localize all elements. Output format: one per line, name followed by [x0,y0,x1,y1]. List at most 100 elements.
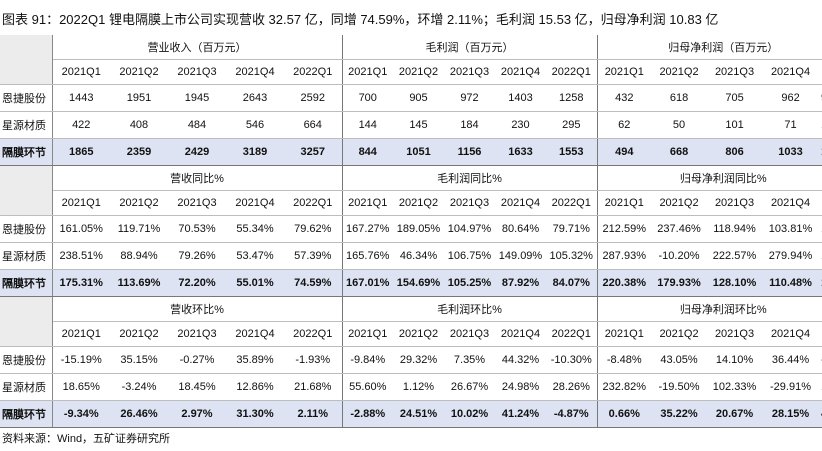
value-cell: 212.59% [597,215,652,243]
value-cell: 7.35% [444,346,495,374]
value-cell: 189.05% [393,215,444,243]
group-header: 毛利润（百万元） [342,35,598,60]
data-row: 星源材质 238.51% 88.94% 79.26% 53.47% 57.39% 165.7… [0,242,822,270]
value-cell: 1033 [762,138,820,166]
value-cell: 101 [707,111,763,139]
value-cell: 80.64% [495,215,546,243]
value-cell: 1553 [546,138,598,166]
data-table: 营业收入（百万元） 毛利润（百万元） 归母净利润（百万元） 2021Q1 2021Q2 2… [0,35,822,428]
value-cell: -9.84% [342,346,393,374]
corner-cell [0,35,53,85]
value-cell: 1945 [168,84,226,112]
quarter-header [819,321,822,347]
quarter-header: 2022Q1 [284,59,343,85]
value-cell: -10.20% [651,242,708,270]
group-header-row: 营业收入（百万元） 毛利润（百万元） 归母净利润（百万元） [0,35,822,85]
quarter-header: 2021Q4 [495,321,546,347]
value-cell: 154.69% [393,269,444,297]
quarter-header: 2021Q3 [444,59,495,85]
quarter-header: 2021Q4 [226,190,284,216]
group-header: 归母净利润同比% [597,165,822,191]
value-cell: 2643 [226,84,284,112]
value-cell: 18.65% [52,373,110,401]
value-cell: 167.01% [342,269,393,297]
group-header: 毛利润同比% [342,165,598,191]
value-cell: 1443 [52,84,110,112]
row-label: 星源材质 [0,111,53,139]
value-cell: 79.62% [284,215,343,243]
quarter-header: 2021Q4 [762,190,820,216]
quarter-header: 2021Q2 [110,321,168,347]
quarter-header: 2021Q2 [110,59,168,85]
value-cell: 161.05% [52,215,110,243]
data-row: 隔膜环节 1865 2359 2429 3189 3257 844 1051 1156 1633 1… [0,138,822,166]
row-label: 恩捷股份 [0,346,53,374]
quarter-header: 2021Q1 [597,190,652,216]
value-cell: 71 [762,111,820,139]
group-header-row: 营收同比% 毛利润同比% 归母净利润同比% [0,165,822,216]
value-cell: 103.81% [762,215,820,243]
value-cell: 3257 [284,138,343,166]
value-cell: 668 [651,138,708,166]
data-row: 星源材质 18.65% -3.24% 18.45% 12.86% 21.68% 55.60%… [0,373,822,401]
group-header: 营业收入（百万元） [52,35,343,60]
value-cell: 20.67% [707,400,763,428]
value-cell: -3.24% [110,373,168,401]
quarter-header [819,59,822,85]
quarter-header: 2022Q1 [546,59,598,85]
value-cell: 1403 [495,84,546,112]
value-cell: 230 [495,111,546,139]
group-header-row: 营收环比% 毛利润环比% 归母净利润环比% [0,296,822,347]
value-cell: 128.10% [707,269,763,297]
quarter-header: 2021Q3 [444,190,495,216]
quarter-header: 2021Q1 [52,321,110,347]
value-cell: 79.26% [168,242,226,270]
quarter-header: 2021Q4 [495,59,546,85]
value-cell: 149.09% [495,242,546,270]
value-cell: 26.46% [110,400,168,428]
value-cell: 31.30% [226,400,284,428]
value-cell: 55.01% [226,269,284,297]
row-label: 星源材质 [0,242,53,270]
quarter-header: 2021Q2 [651,190,708,216]
value-cell: 35.15% [110,346,168,374]
data-row: 恩捷股份 -15.19% 35.15% -0.27% 35.89% -1.93% -9.84… [0,346,822,374]
quarter-row: 2021Q1 2021Q2 2021Q3 2021Q4 2022Q1 2021Q1 2021… [0,190,822,216]
value-cell: 422 [52,111,110,139]
group-header: 归母净利润（百万元） [597,35,822,60]
quarter-header: 2021Q3 [168,321,226,347]
quarter-header: 2021Q3 [707,190,763,216]
quarter-header: 2021Q4 [762,59,820,85]
data-row: 隔膜环节 175.31% 113.69% 72.20% 55.01% 74.59% 167.… [0,269,822,297]
data-row: 星源材质 422 408 484 546 664 144 145 184 230 295 62 50 10… [0,111,822,139]
value-cell: 546 [226,111,284,139]
value-cell: 70.53% [168,215,226,243]
value-cell: 18.45% [168,373,226,401]
quarter-header: 2021Q1 [342,190,393,216]
group-header: 营收环比% [52,296,343,322]
quarter-header: 2021Q3 [444,321,495,347]
value-cell: 43.05% [651,346,708,374]
value-cell: 118.94% [707,215,763,243]
value-cell: 10.02% [444,400,495,428]
data-row: 恩捷股份 161.05% 119.71% 70.53% 55.34% 79.62% 167.… [0,215,822,243]
value-cell: -9.34% [52,400,110,428]
quarter-header: 2021Q1 [52,190,110,216]
quarter-header: 2022Q1 [546,190,598,216]
quarter-header: 2021Q4 [226,59,284,85]
value-cell: -10.30% [546,346,598,374]
quarter-header: 2021Q3 [168,190,226,216]
value-cell: 110.48% [762,269,820,297]
value-cell: 104.97% [444,215,495,243]
value-cell: 279.94% [762,242,820,270]
quarter-header: 2022Q1 [284,190,343,216]
table-body: 营业收入（百万元） 毛利润（百万元） 归母净利润（百万元） 2021Q1 2021Q2 2… [0,35,822,428]
value-cell: 2429 [168,138,226,166]
value-cell: 700 [342,84,393,112]
quarter-header: 2021Q3 [707,59,763,85]
value-cell: 84.07% [546,269,598,297]
value-cell: 55.60% [342,373,393,401]
value-cell: 3189 [226,138,284,166]
value-cell: 35.89% [226,346,284,374]
value-cell: 79.71% [546,215,598,243]
